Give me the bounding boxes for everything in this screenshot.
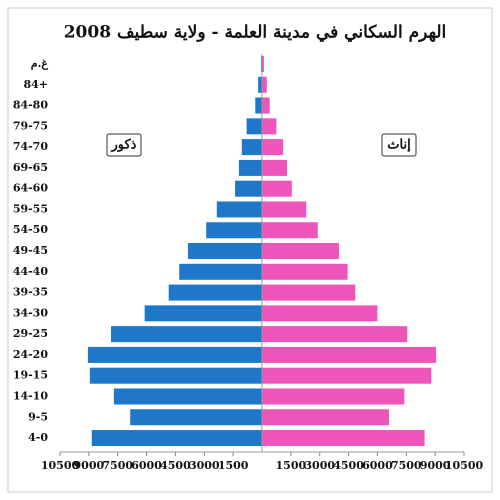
bar — [238, 159, 262, 176]
x-tick-label: 3000 — [189, 459, 220, 472]
y-tick-label: 64-60 — [13, 182, 49, 195]
bar — [262, 243, 339, 260]
bar — [91, 430, 262, 447]
bar — [262, 409, 389, 426]
y-tick-label: 39-35 — [13, 286, 48, 299]
bar — [262, 222, 318, 239]
x-tick-label: 10500 — [41, 459, 80, 472]
bar — [216, 201, 262, 218]
x-tick-label: 10500 — [445, 459, 484, 472]
y-tick-label: 54-50 — [13, 223, 49, 236]
bar — [130, 409, 262, 426]
x-tick-label: 9000 — [74, 459, 105, 472]
bar — [262, 284, 356, 301]
bar — [262, 388, 405, 405]
x-tick-label: 1500 — [276, 459, 307, 472]
bar — [262, 201, 307, 218]
x-tick-label: 6000 — [131, 459, 162, 472]
legend-label: ذكور — [111, 138, 137, 153]
x-tick-label: 6000 — [362, 459, 393, 472]
bar — [262, 76, 267, 93]
y-tick-label: 14-10 — [13, 389, 49, 402]
bar — [113, 388, 262, 405]
y-tick-label: 44-40 — [13, 265, 49, 278]
bar — [262, 326, 408, 343]
y-tick-label: 29-25 — [13, 327, 48, 340]
y-tick-label: 34-30 — [13, 306, 49, 319]
bar — [262, 139, 284, 156]
x-tick-label: 3000 — [304, 459, 335, 472]
y-tick-label: 49-45 — [13, 244, 48, 257]
y-tick-label: 84+ — [23, 78, 48, 91]
bar — [255, 97, 262, 114]
bar — [241, 139, 262, 156]
y-tick-label: غ.م — [31, 57, 49, 70]
bar — [262, 56, 264, 72]
bar — [262, 97, 270, 114]
bar — [235, 180, 262, 197]
bar — [262, 430, 425, 447]
bar — [262, 118, 277, 135]
y-tick-label: 9-5 — [28, 410, 48, 423]
bar — [187, 243, 262, 260]
bar — [258, 76, 262, 93]
y-tick-label: 19-15 — [13, 369, 48, 382]
bar — [179, 263, 262, 280]
bar — [89, 367, 262, 384]
bar — [87, 346, 263, 363]
bar — [168, 284, 262, 301]
y-tick-label: 74-70 — [13, 140, 49, 153]
legend-box — [106, 133, 142, 157]
y-tick-label: 4-0 — [28, 431, 48, 444]
chart-title: الهرم السكاني في مدينة العلمة - ولاية سط… — [64, 23, 447, 43]
y-tick-label: 79-75 — [13, 119, 48, 132]
bar — [262, 263, 348, 280]
bar — [246, 118, 262, 135]
x-tick-label: 7500 — [102, 459, 133, 472]
y-tick-label: 84-80 — [13, 99, 49, 112]
x-tick-label: 4500 — [160, 459, 191, 472]
y-tick-label: 69-65 — [13, 161, 48, 174]
y-tick-label: 59-55 — [13, 202, 48, 215]
x-tick-label: 7500 — [391, 459, 422, 472]
bar — [262, 367, 432, 384]
legend-label: إناث — [387, 138, 411, 153]
bar — [144, 305, 262, 322]
legend-box — [381, 133, 417, 157]
bar — [262, 159, 288, 176]
bar — [262, 180, 292, 197]
bar — [262, 346, 437, 363]
x-tick-label: 1500 — [218, 459, 249, 472]
bar — [262, 305, 378, 322]
bar — [206, 222, 262, 239]
x-tick-label: 4500 — [333, 459, 364, 472]
x-tick-label: 9000 — [420, 459, 451, 472]
y-tick-label: 24-20 — [13, 348, 49, 361]
bar — [110, 326, 262, 343]
